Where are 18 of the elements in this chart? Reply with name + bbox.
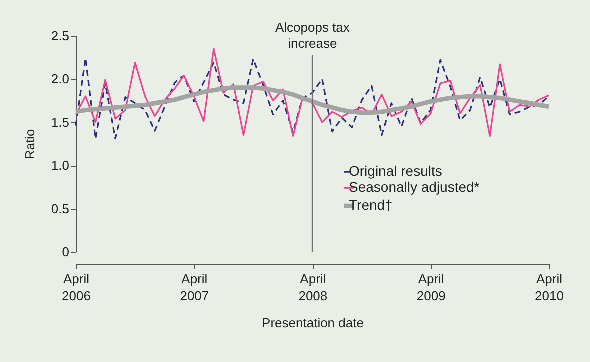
legend-label: Trend† [349, 197, 393, 214]
legend-label: Seasonally adjusted* [349, 179, 480, 196]
x-tick-label: April 2010 [535, 272, 564, 304]
x-tick-label: April 2008 [298, 272, 328, 304]
y-axis-title: Ratio [22, 129, 38, 160]
x-tick-label: April 2006 [62, 272, 91, 304]
x-tick-label: April 2007 [180, 272, 210, 304]
legend-label: Original results [349, 163, 442, 180]
x-axis-title: Presentation date [262, 316, 364, 330]
y-tick-label: 0 [62, 244, 70, 260]
y-tick-label: 1.0 [51, 158, 70, 174]
y-tick-label: 1.5 [51, 114, 70, 130]
y-tick-label: 2.5 [51, 28, 70, 44]
y-tick-label: 0.5 [51, 201, 70, 216]
x-tick-label: April 2009 [416, 272, 446, 304]
line-series [74, 86, 552, 116]
ref-line-label: Alcopops tax increase [275, 20, 350, 51]
y-tick-label: 2.0 [51, 72, 70, 87]
